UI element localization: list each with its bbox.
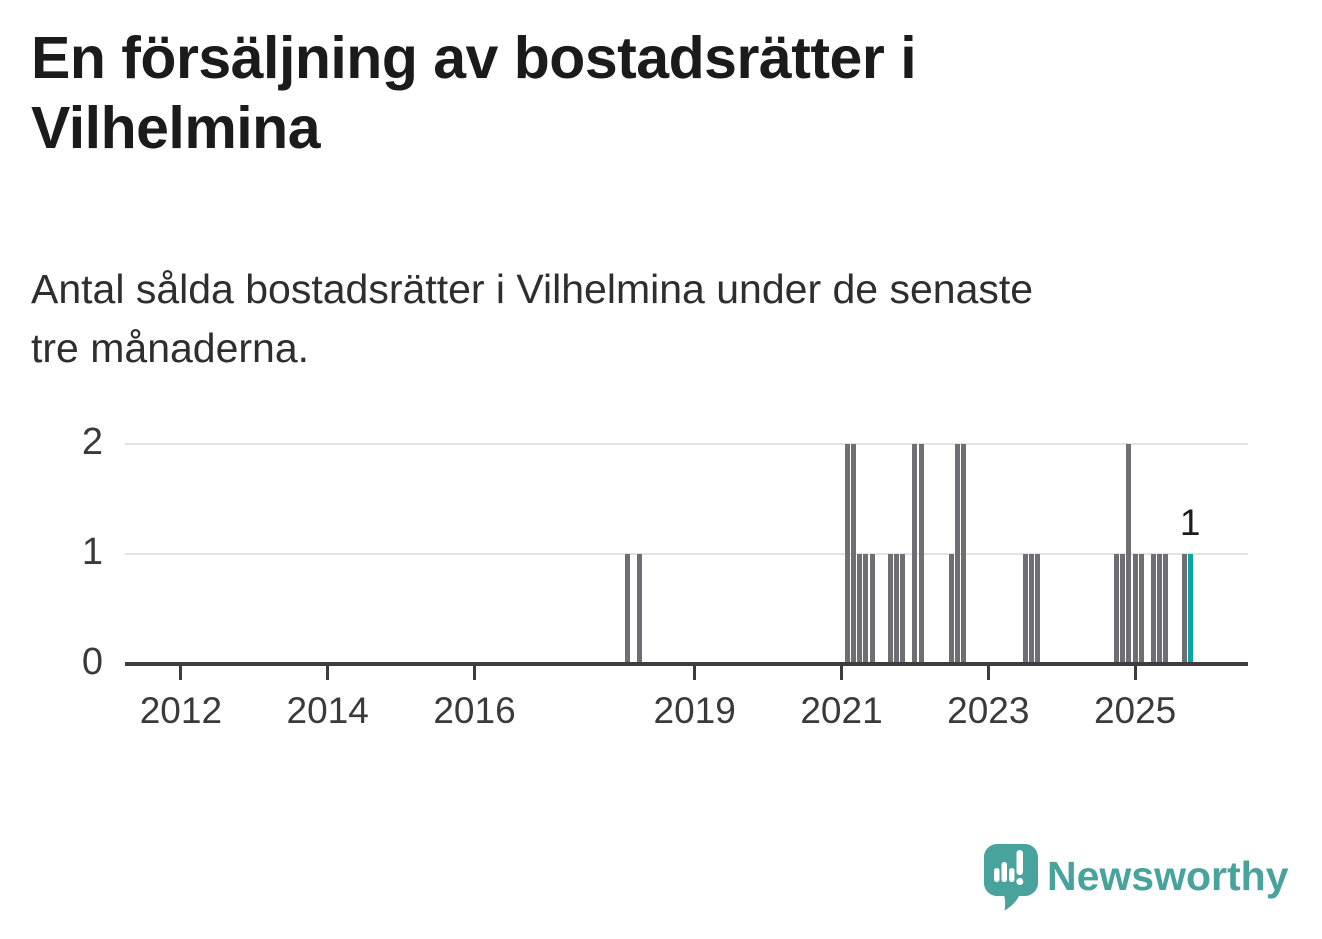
bar-highlight [1187,554,1193,664]
chart-title: En försäljning av bostadsrätter i Vilhel… [31,23,1131,163]
x-tick-label: 2019 [653,690,736,731]
bar [637,554,643,664]
bar [863,554,869,664]
x-tick-mark [473,666,476,680]
x-tick-mark [840,666,843,680]
gridline [125,443,1248,445]
x-tick-mark [179,666,183,680]
bar [1157,554,1163,664]
bar [918,444,924,664]
bar [955,444,961,664]
bar [1163,554,1169,664]
bar [1126,444,1132,664]
bar [845,444,851,664]
bar [1034,554,1040,664]
x-tick-label: 2014 [286,690,369,731]
bar [961,444,967,664]
x-tick-label: 2025 [1093,690,1177,731]
chart-subtitle-line-2: tre månaderna. [31,325,310,371]
x-tick-mark [1133,666,1137,680]
brand-name: Newsworthy [1047,853,1289,899]
bar [1022,554,1028,664]
chart-title-line-2: Vilhelmina [31,95,321,161]
bar [887,554,893,664]
bar [1028,554,1034,664]
bar [869,554,875,664]
y-tick-label: 2 [81,421,103,463]
chart-subtitle-line-1: Antal sålda bostadsrätter i Vilhelmina u… [31,266,1034,312]
x-tick-mark [693,666,697,680]
x-tick-mark [986,666,990,680]
brand-footer: Newsworthy [983,841,1313,916]
bar [949,554,955,664]
bar [912,444,918,664]
bar [851,444,857,664]
bar [1150,554,1156,664]
chart-title-line-1: En försäljning av bostadsrätter i [31,25,917,91]
bar [1138,554,1144,664]
x-tick-label: 2016 [433,690,516,731]
x-tick-label: 2021 [800,690,883,731]
bar [894,554,900,664]
bar [1132,554,1138,664]
highlight-value-label: 1 [1179,502,1201,543]
bar [900,554,906,664]
chart-subtitle: Antal sålda bostadsrätter i Vilhelmina u… [31,260,1271,378]
bar [1181,554,1187,664]
x-tick-mark [326,666,330,680]
bar [857,554,863,664]
bar [1114,554,1120,664]
x-axis-line [125,662,1248,666]
newsworthy-logo-icon [984,844,1038,911]
y-tick-label: 0 [81,641,103,683]
x-tick-label: 2012 [139,690,223,731]
y-tick-label: 1 [81,531,103,573]
gridline [125,553,1248,555]
bar [624,554,630,664]
bar [1120,554,1126,664]
x-tick-label: 2023 [947,690,1030,731]
